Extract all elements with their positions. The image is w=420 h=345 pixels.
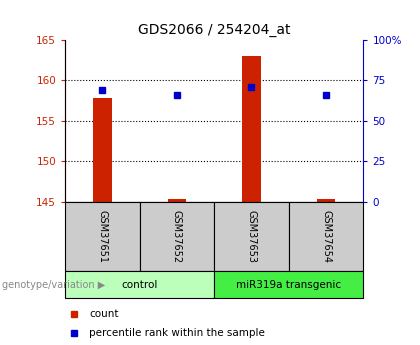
- Title: GDS2066 / 254204_at: GDS2066 / 254204_at: [138, 23, 291, 37]
- Bar: [139, 202, 214, 271]
- Bar: [65, 202, 139, 271]
- Bar: [242, 56, 261, 202]
- Text: GSM37651: GSM37651: [97, 210, 108, 263]
- Text: count: count: [89, 309, 118, 319]
- Bar: [65, 271, 214, 298]
- Bar: [214, 202, 289, 271]
- Text: percentile rank within the sample: percentile rank within the sample: [89, 328, 265, 338]
- Bar: [214, 271, 363, 298]
- Text: genotype/variation ▶: genotype/variation ▶: [2, 280, 105, 289]
- Text: GSM37653: GSM37653: [247, 210, 257, 263]
- Bar: [93, 98, 112, 202]
- Text: GSM37654: GSM37654: [321, 210, 331, 263]
- Text: GSM37652: GSM37652: [172, 210, 182, 263]
- Bar: [289, 202, 363, 271]
- Text: control: control: [121, 280, 158, 289]
- Bar: [168, 199, 186, 202]
- Text: miR319a transgenic: miR319a transgenic: [236, 280, 341, 289]
- Bar: [317, 199, 335, 202]
